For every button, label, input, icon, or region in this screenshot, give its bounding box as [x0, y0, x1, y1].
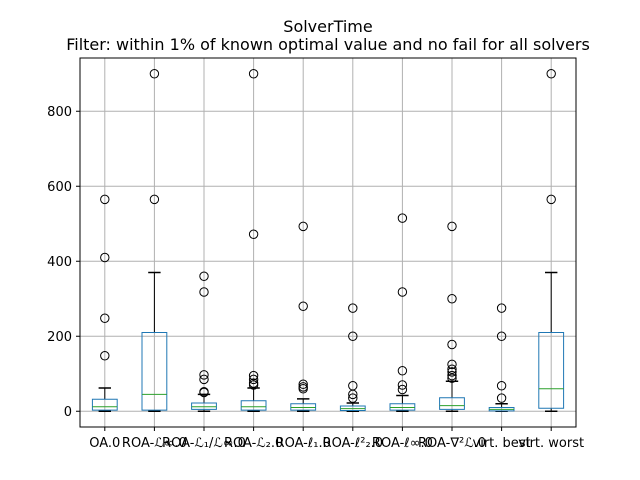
- y-tick-label: 400: [47, 255, 72, 270]
- box-group: [488, 303, 515, 412]
- box-group: [240, 69, 267, 412]
- outlier-point: [348, 303, 358, 313]
- outlier-point: [199, 387, 209, 397]
- outlier-point: [298, 301, 308, 311]
- box-group: [141, 69, 168, 412]
- outlier-point: [496, 393, 507, 403]
- outlier-point: [248, 69, 259, 79]
- outlier-point: [447, 294, 457, 304]
- outlier-point: [397, 287, 408, 297]
- outlier-point: [348, 381, 358, 391]
- x-tick-label: virt. worst: [518, 436, 584, 451]
- outlier-point: [100, 351, 110, 361]
- outlier-point: [546, 69, 556, 79]
- outlier-point: [298, 382, 308, 392]
- outlier-point: [447, 364, 457, 374]
- plot-area-frame: [79, 57, 577, 428]
- outlier-point: [397, 384, 408, 395]
- outlier-point: [496, 331, 507, 341]
- outlier-point: [100, 252, 110, 263]
- iqr-box: [439, 397, 465, 410]
- x-tick-label: ROA-ℒ₁/ℒ∞.0: [162, 436, 246, 451]
- outlier-point: [397, 366, 408, 376]
- x-tick-label: ROA-ℒ∞.0: [122, 436, 187, 451]
- box-group: [91, 194, 118, 412]
- outlier-point: [496, 303, 507, 313]
- outlier-point: [447, 221, 457, 232]
- chart-title: SolverTime: [283, 17, 372, 36]
- grid-layer: [80, 58, 576, 427]
- iqr-box: [91, 398, 118, 411]
- outlier-point: [496, 381, 507, 391]
- iqr-box: [389, 403, 416, 411]
- box-group: [191, 271, 217, 412]
- outlier-point: [100, 313, 110, 323]
- outlier-point: [348, 393, 358, 403]
- outlier-point: [199, 374, 209, 385]
- box-group: [439, 221, 465, 412]
- outlier-point: [447, 339, 457, 350]
- y-tick-label: 0: [64, 405, 72, 420]
- box-group: [339, 303, 366, 412]
- outlier-point: [447, 367, 457, 377]
- x-tick-label: ROA-ℓ∞.0: [372, 436, 433, 451]
- box-group: [389, 213, 416, 412]
- outlier-point: [298, 221, 308, 232]
- outlier-point: [248, 378, 259, 388]
- iqr-box: [240, 400, 267, 411]
- x-tick-label: ROA-∇²ℒ.0: [418, 436, 486, 451]
- iqr-box: [191, 402, 217, 410]
- iqr-box: [141, 332, 168, 411]
- outlier-point: [447, 359, 457, 370]
- outlier-point: [199, 287, 209, 297]
- outlier-point: [397, 213, 408, 223]
- y-tick-label: 600: [47, 180, 72, 195]
- y-tick-label: 800: [47, 105, 72, 120]
- outlier-point: [348, 331, 358, 341]
- outlier-point: [199, 271, 209, 281]
- box-layer: [91, 69, 565, 412]
- outlier-point: [149, 194, 160, 205]
- outlier-point: [100, 194, 110, 205]
- outlier-point: [248, 370, 259, 381]
- outlier-point: [199, 370, 209, 380]
- outlier-point: [298, 379, 308, 389]
- chart-subtitle: Filter: within 1% of known optimal value…: [66, 35, 590, 54]
- outlier-point: [397, 380, 408, 390]
- box-group: [538, 69, 565, 412]
- outlier-point: [447, 373, 457, 383]
- x-tick-label: OA.0: [89, 436, 120, 451]
- iqr-box: [290, 403, 317, 411]
- outlier-point: [447, 370, 457, 381]
- outlier-point: [248, 229, 259, 239]
- box-group: [290, 221, 317, 412]
- y-tick-label: 200: [47, 330, 72, 345]
- x-tick-label: ROA-ℓ²₂.0: [323, 436, 384, 451]
- x-tick-label: ROA-ℒ₂.0: [224, 436, 283, 451]
- x-tick-label: ROA-ℓ₁.0: [276, 436, 331, 451]
- outlier-point: [149, 69, 160, 79]
- outlier-point: [546, 194, 556, 205]
- iqr-box: [538, 332, 565, 409]
- outlier-point: [248, 374, 259, 385]
- x-tick-label: virt. best: [473, 436, 531, 451]
